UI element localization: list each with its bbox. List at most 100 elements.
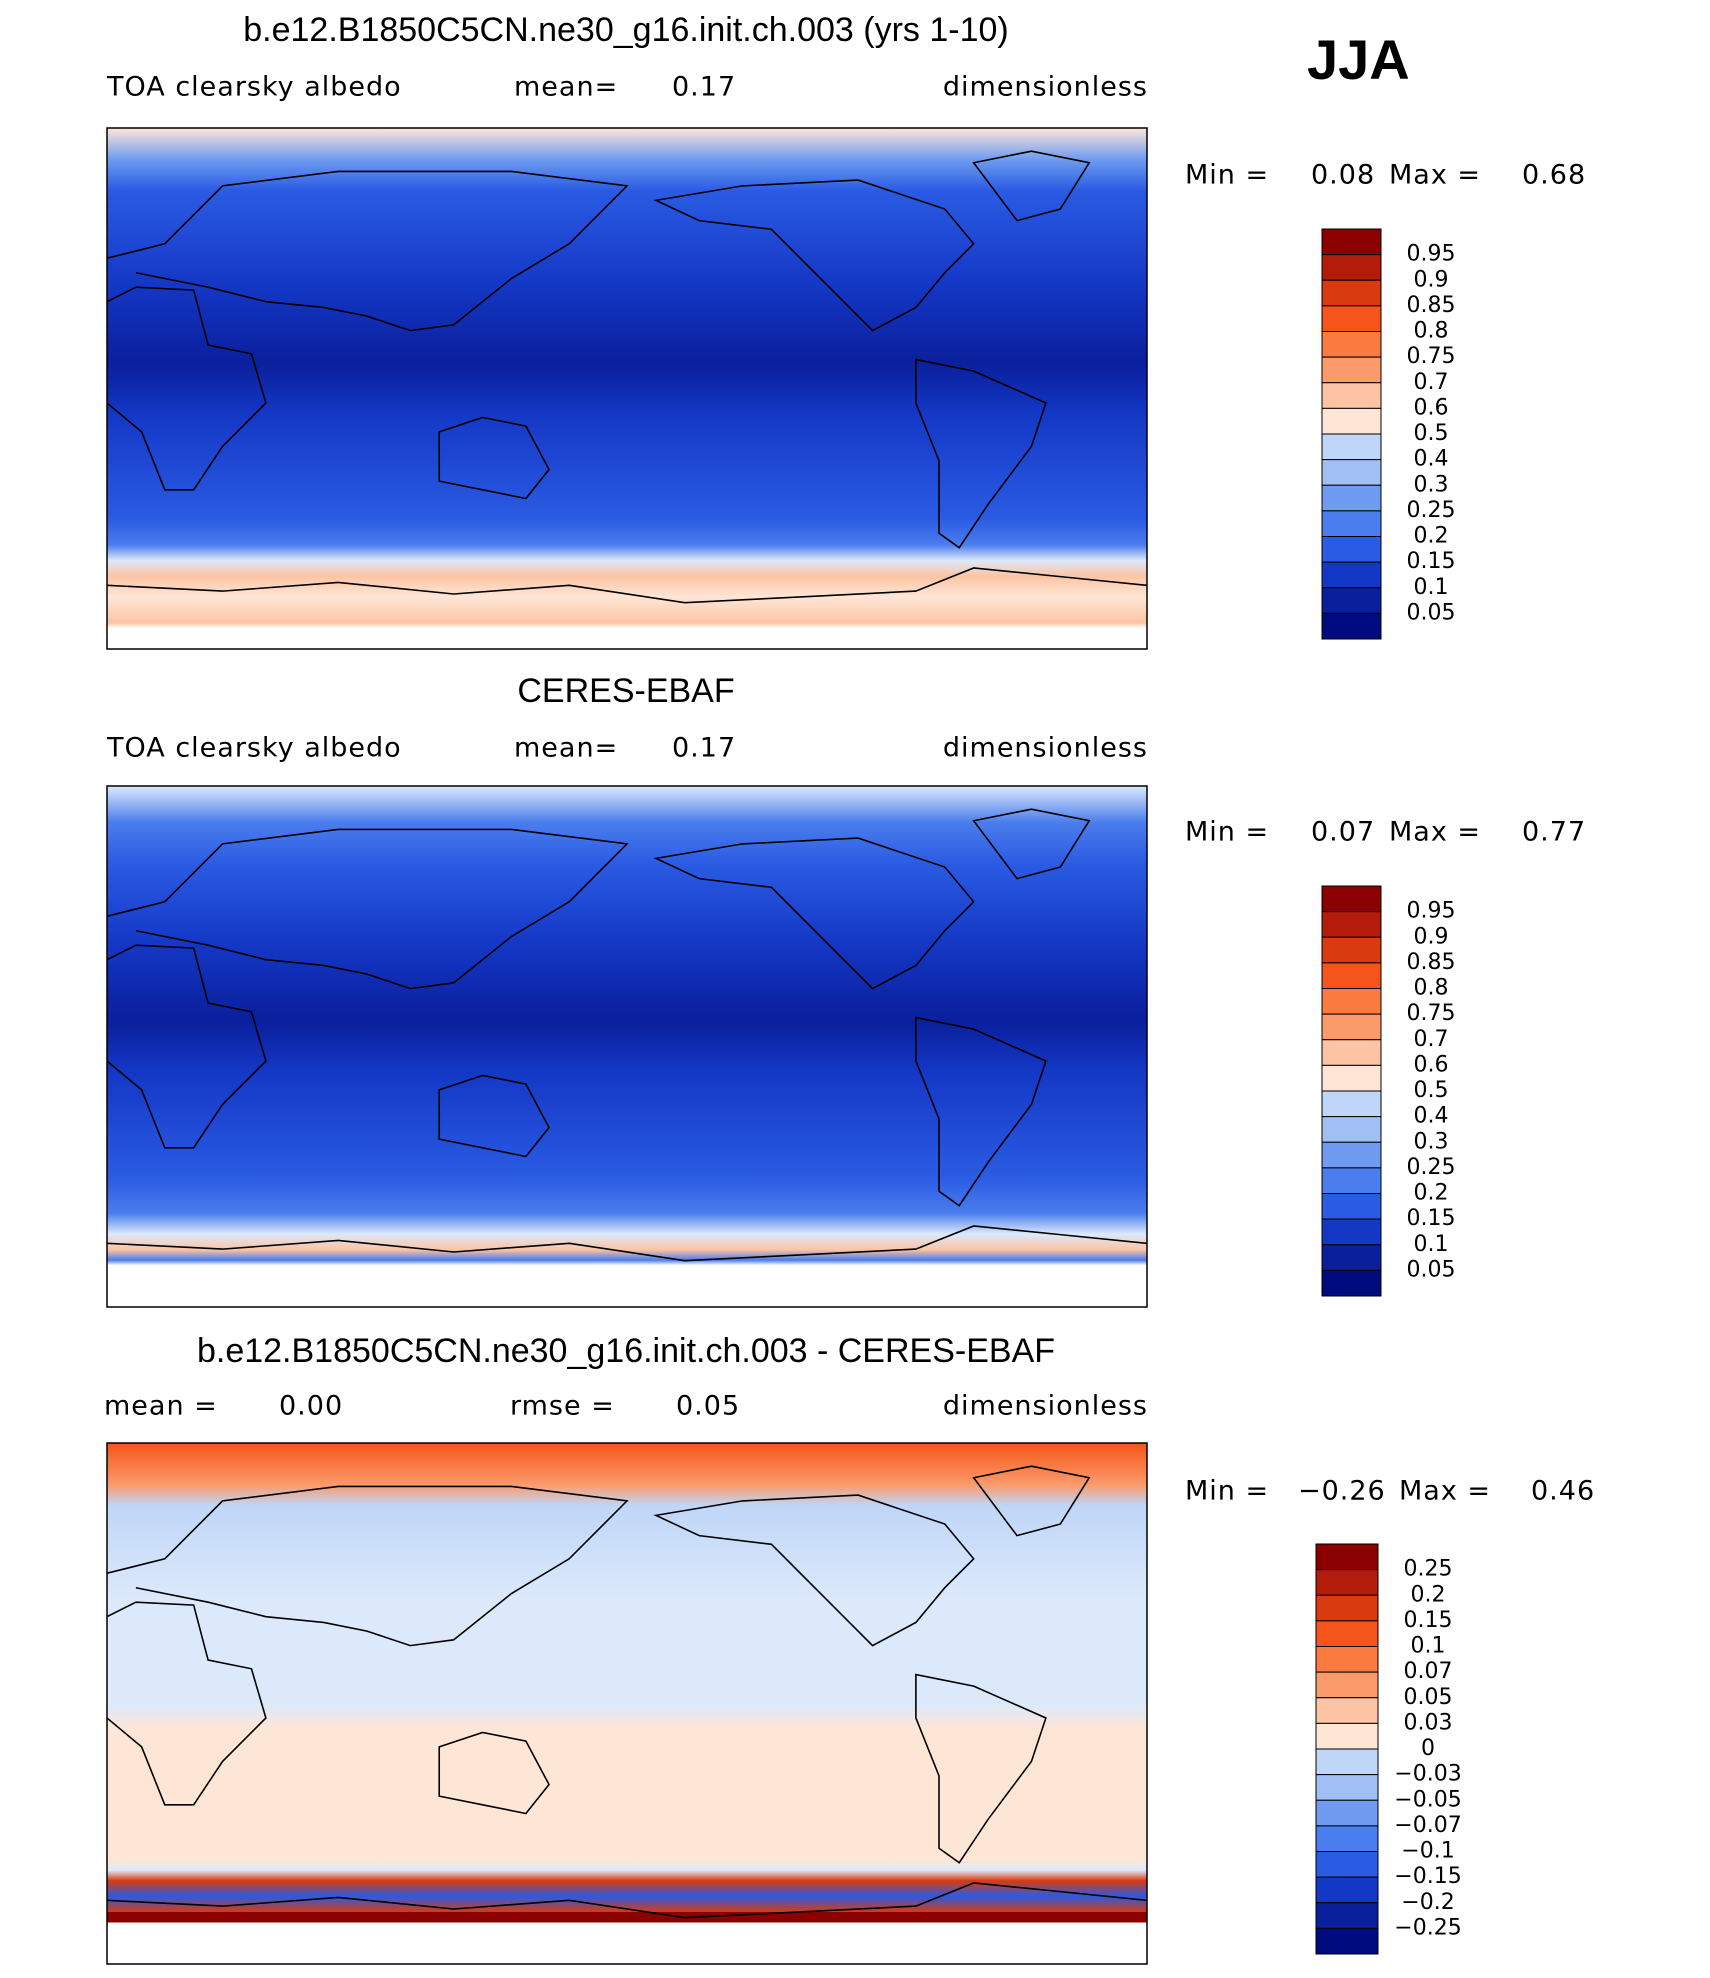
colorbar-label: 0.05 (1407, 1257, 1456, 1282)
colorbar-label: 0.5 (1414, 421, 1449, 446)
colorbar-label: 0.4 (1414, 447, 1449, 472)
colorbar-label: 0.6 (1414, 395, 1449, 420)
colorbar-box (1315, 1902, 1379, 1929)
colorbar-label: 0.15 (1404, 1608, 1453, 1633)
colorbar-box (1321, 911, 1382, 938)
colorbar-label: 0.8 (1414, 976, 1449, 1001)
colorbar-label: 0.05 (1404, 1685, 1453, 1710)
colorbar-box (1321, 612, 1382, 640)
colorbar-box (1321, 356, 1382, 384)
colorbar-label: 0.6 (1414, 1052, 1449, 1077)
colorbar-box (1315, 1697, 1379, 1724)
colorbar-box (1321, 331, 1382, 358)
colorbar-label: 0.15 (1407, 549, 1456, 574)
colorbar-box (1315, 1748, 1379, 1776)
colorbar-box (1321, 1218, 1382, 1246)
colorbar-label: 0.85 (1407, 950, 1456, 975)
colorbar-label: 0.03 (1404, 1710, 1453, 1735)
panel-stat: dimensionless (943, 72, 1148, 103)
panel-stat: TOA clearsky albedo (106, 72, 402, 103)
colorbar-label: 0.25 (1407, 498, 1456, 523)
colorbar-box (1321, 254, 1382, 281)
colorbar-box (1315, 1825, 1379, 1852)
colorbar-box (1321, 988, 1382, 1015)
colorbar-label: 0.5 (1414, 1078, 1449, 1103)
colorbar-label: 0.75 (1407, 344, 1456, 369)
panel-stat: rmse = (510, 1391, 615, 1422)
panel-stat: TOA clearsky albedo (106, 733, 402, 764)
range-text: 0.08 (1311, 160, 1375, 191)
colorbar-label: 0.1 (1414, 575, 1449, 600)
colorbar-label: −0.05 (1394, 1787, 1461, 1812)
range-text: 0.07 (1311, 817, 1375, 848)
colorbar-box (1321, 1269, 1382, 1297)
panel-stat: dimensionless (943, 1391, 1148, 1422)
range-text: Max = (1389, 817, 1481, 848)
colorbar-label: 0.3 (1414, 472, 1449, 497)
colorbar-box (1321, 1090, 1382, 1118)
panel-title: b.e12.B1850C5CN.ne30_g16.init.ch.003 - C… (197, 1332, 1055, 1370)
map-field (107, 1443, 1147, 1964)
panel-stat: 0.00 (279, 1391, 343, 1422)
colorbar-label: −0.25 (1394, 1915, 1461, 1940)
colorbar-label: 0.1 (1411, 1634, 1446, 1659)
colorbar-box (1315, 1799, 1379, 1827)
colorbar-label: 0.2 (1414, 524, 1449, 549)
colorbar-box (1321, 279, 1382, 307)
season: JJA (1307, 28, 1410, 91)
colorbar-label: 0.75 (1407, 1001, 1456, 1026)
range-text: Max = (1389, 160, 1481, 191)
range-text: Min = (1185, 160, 1269, 191)
colorbar-box (1321, 1039, 1382, 1066)
range-text: Max = (1399, 1476, 1491, 1507)
map-frame (106, 785, 1148, 1308)
colorbar-box (1321, 536, 1382, 563)
colorbar-label: 0.95 (1407, 242, 1456, 267)
colorbar-box (1321, 885, 1382, 913)
colorbar-box (1321, 936, 1382, 964)
colorbar-box (1321, 1064, 1382, 1092)
colorbar-label: 0.95 (1407, 899, 1456, 924)
range-text: 0.68 (1522, 160, 1586, 191)
colorbar-box (1321, 484, 1382, 512)
map-frame (106, 127, 1148, 650)
colorbar-box (1321, 1116, 1382, 1143)
colorbar-label: −0.03 (1394, 1762, 1461, 1787)
colorbar-label: 0.9 (1414, 267, 1449, 292)
colorbar-label: 0.8 (1414, 319, 1449, 344)
colorbar-label: 0.25 (1407, 1155, 1456, 1180)
colorbar-box (1321, 962, 1382, 989)
colorbar-box (1321, 305, 1382, 332)
colorbar-box (1315, 1594, 1379, 1622)
panel-stat: 0.17 (672, 733, 736, 764)
map-frame (106, 1442, 1148, 1965)
colorbar-box (1321, 1167, 1382, 1194)
colorbar-label: 0.07 (1404, 1659, 1453, 1684)
colorbar-label: 0.2 (1414, 1181, 1449, 1206)
panel-title: CERES-EBAF (517, 672, 734, 710)
colorbar-label: 0.25 (1404, 1557, 1453, 1582)
colorbar-box (1321, 1013, 1382, 1041)
panel-stat: 0.05 (676, 1391, 740, 1422)
colorbar-box (1315, 1851, 1379, 1878)
panel-stat: mean = (104, 1391, 218, 1422)
colorbar-box (1321, 228, 1382, 256)
colorbar-label: −0.07 (1394, 1813, 1461, 1838)
colorbar-box (1315, 1646, 1379, 1673)
panel-stat: mean= (514, 72, 618, 103)
colorbar-box (1315, 1620, 1379, 1647)
colorbar-label: 0.3 (1414, 1129, 1449, 1154)
colorbar-box (1321, 459, 1382, 486)
range-text: Min = (1185, 1476, 1269, 1507)
colorbar-label: 0.7 (1414, 370, 1449, 395)
colorbar-box (1315, 1876, 1379, 1904)
range-text: −0.26 (1298, 1476, 1386, 1507)
colorbar-label: 0.05 (1407, 600, 1456, 625)
colorbar-label: 0.85 (1407, 293, 1456, 318)
colorbar-box (1321, 433, 1382, 461)
colorbar-box (1315, 1569, 1379, 1596)
panel-stat: mean= (514, 733, 618, 764)
colorbar-box (1315, 1927, 1379, 1955)
